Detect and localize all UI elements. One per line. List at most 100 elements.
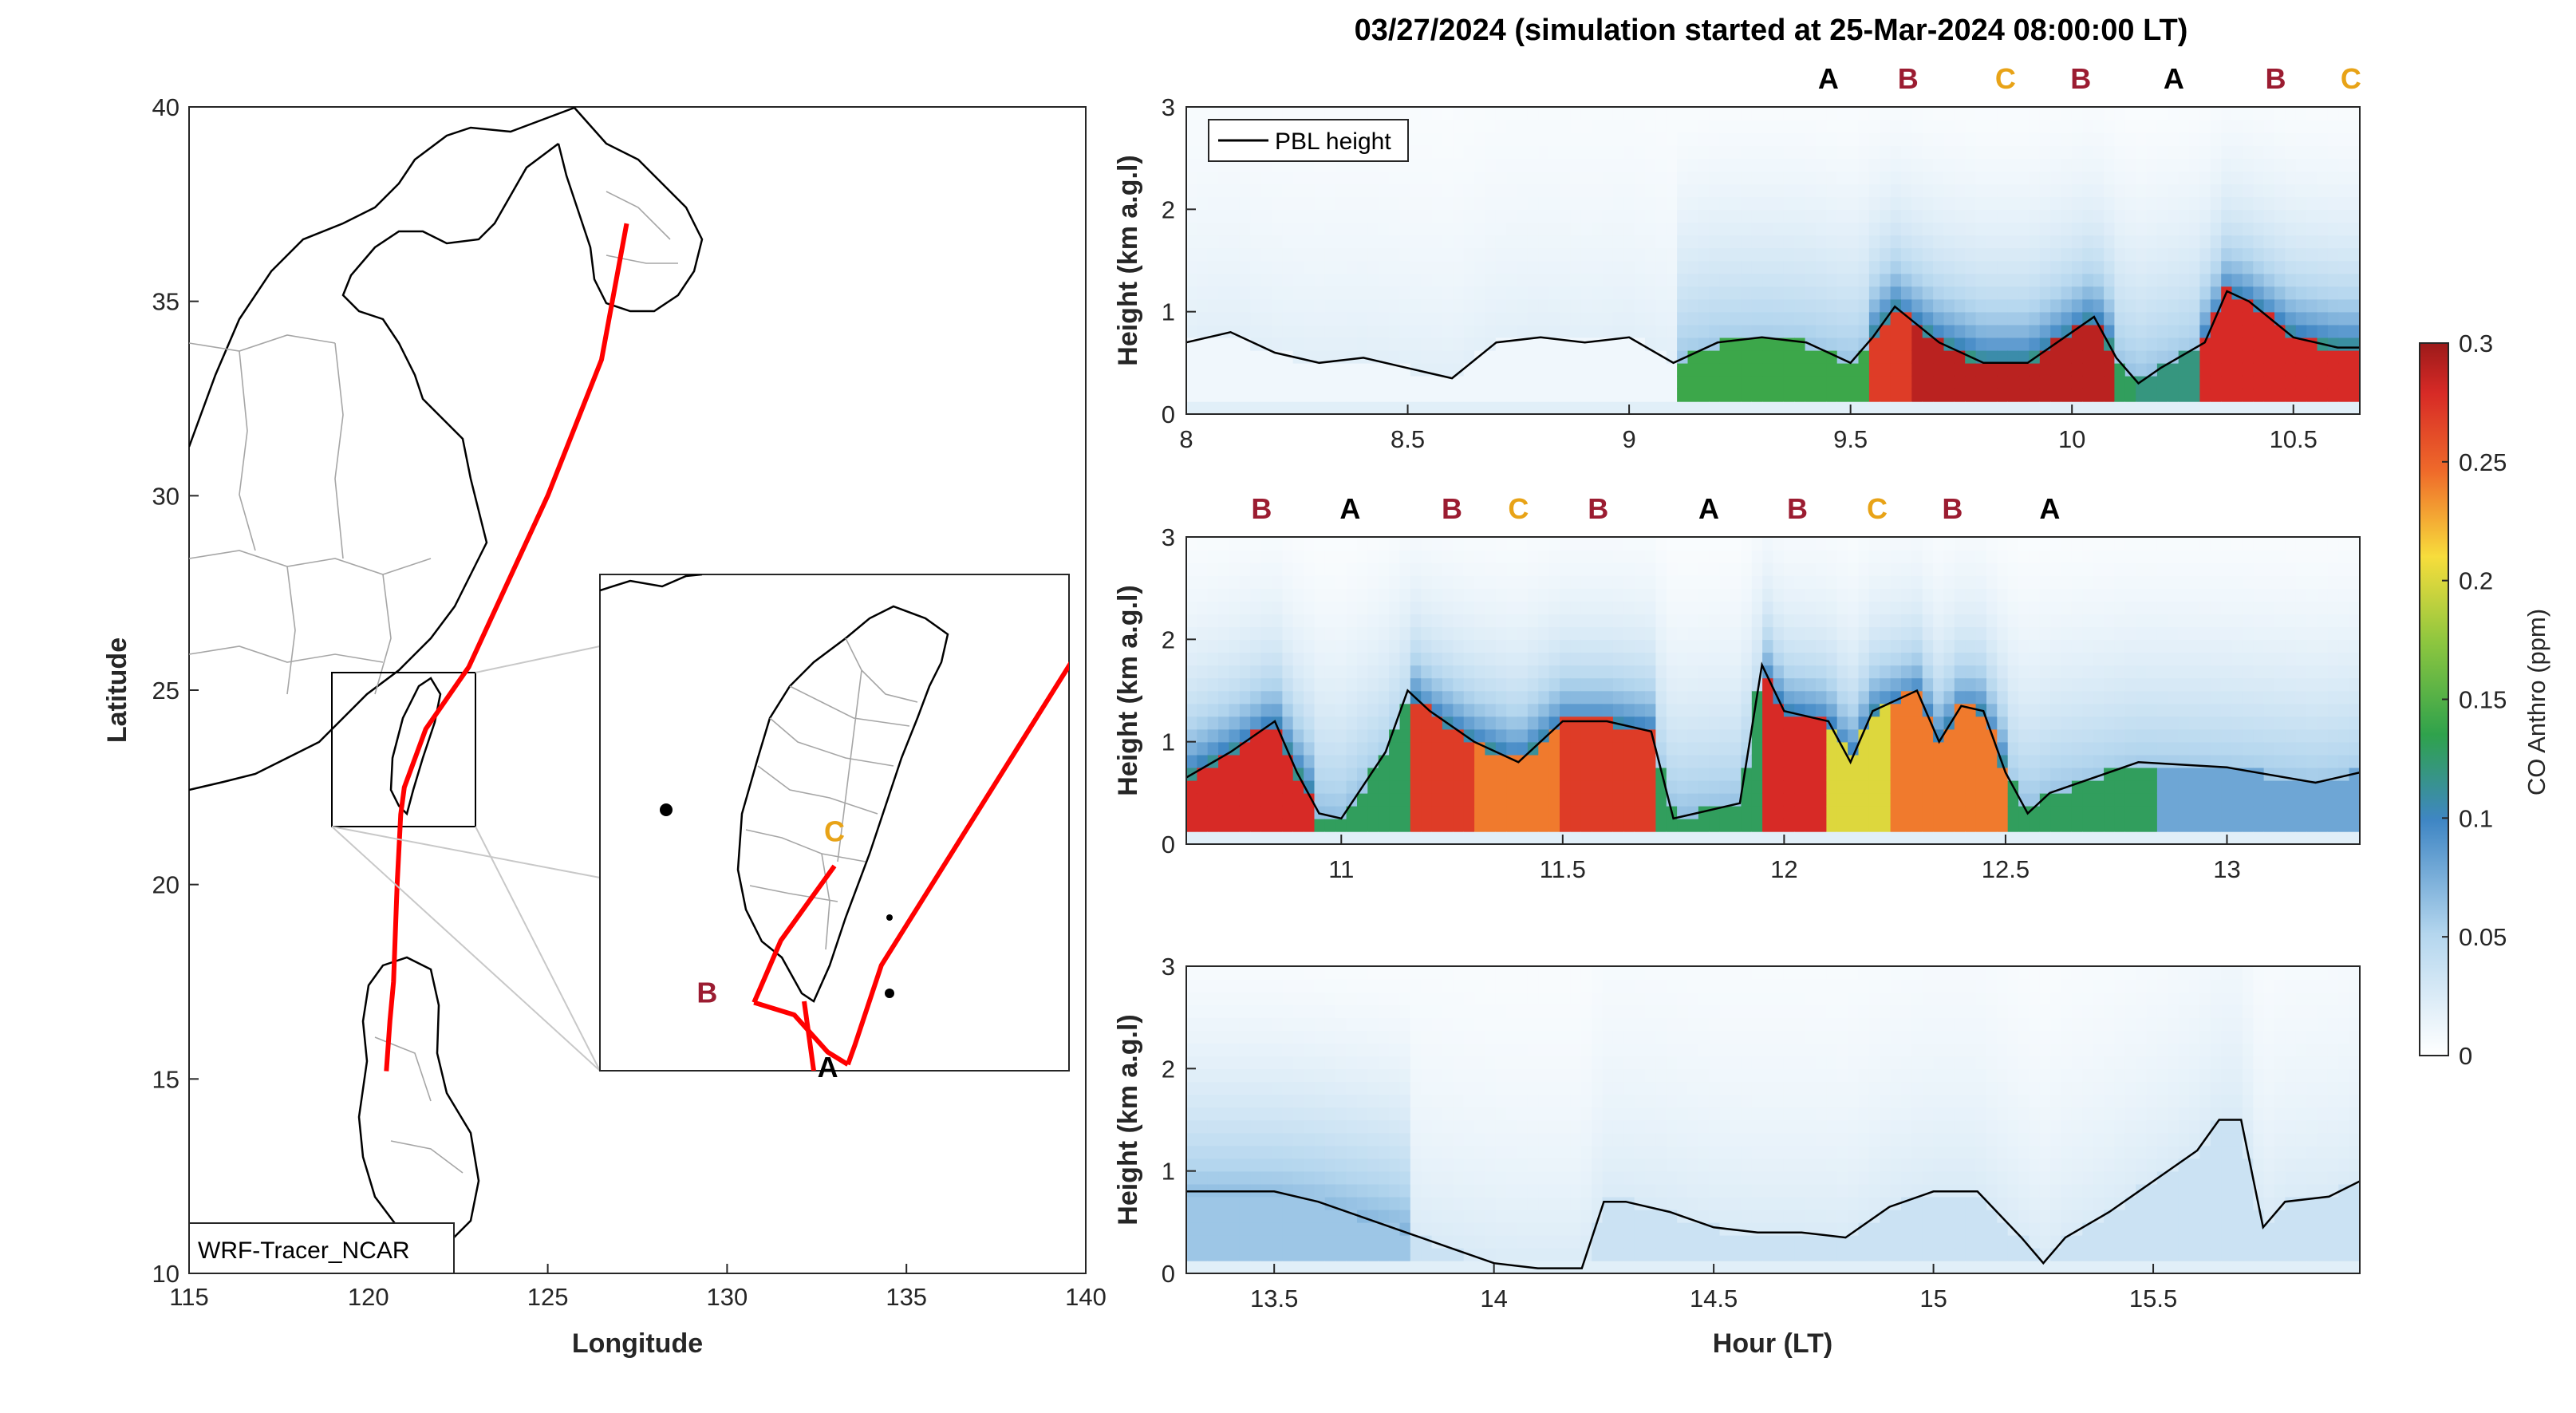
co-field-cell <box>1410 780 1422 794</box>
co-field-cell <box>1485 401 1497 414</box>
co-field-cell <box>2104 222 2116 236</box>
co-field-cell <box>1335 260 1347 274</box>
co-field-cell <box>1922 260 1934 274</box>
co-field-cell <box>1858 652 1870 666</box>
co-field-cell <box>1986 324 1998 338</box>
co-field-cell <box>1367 780 1379 794</box>
co-field-cell <box>2114 716 2126 730</box>
co-field-cell <box>1527 703 1540 717</box>
co-field-cell <box>1229 792 1241 807</box>
co-field-cell <box>1730 311 1742 326</box>
co-field-cell <box>1794 273 1806 287</box>
co-field-cell <box>1357 575 1369 589</box>
co-field-cell <box>1677 132 1689 146</box>
co-field-cell <box>2039 550 2051 563</box>
co-field-cell <box>2104 247 2116 262</box>
co-field-cell <box>1645 171 1657 184</box>
co-field-cell <box>1751 716 1763 730</box>
co-field-cell <box>1848 120 1860 133</box>
co-field-cell <box>2146 132 2158 146</box>
co-field-cell <box>2168 818 2180 832</box>
co-field-cell <box>1229 349 1241 364</box>
co-field-cell <box>2242 260 2254 274</box>
co-field-cell <box>1239 767 1252 781</box>
co-field-cell <box>1816 652 1828 666</box>
co-field-cell <box>1773 601 1785 614</box>
co-field-cell <box>1324 588 1336 602</box>
co-field-cell <box>1816 767 1828 781</box>
co-field-cell <box>1463 703 1475 717</box>
co-field-cell <box>1719 716 1731 730</box>
co-field-cell <box>2168 652 2180 666</box>
co-field-cell <box>2146 222 2158 236</box>
co-field-cell <box>2156 337 2169 351</box>
co-field-cell <box>1560 273 1572 287</box>
co-field-cell <box>1560 614 1572 628</box>
co-field-cell <box>2029 754 2041 768</box>
co-field-cell <box>1922 805 1934 819</box>
co-field-cell <box>1517 362 1529 377</box>
co-field-cell <box>1858 196 1870 211</box>
co-field-cell <box>1911 145 1923 159</box>
co-field-cell <box>1592 614 1604 628</box>
co-field-cell <box>1655 324 1667 338</box>
co-field-cell <box>1517 767 1529 781</box>
co-field-cell <box>1292 184 1304 198</box>
co-field-cell <box>1431 626 1443 641</box>
co-field-cell <box>2327 222 2340 236</box>
co-field-cell <box>1580 601 1592 614</box>
co-field-cell <box>1314 550 1326 563</box>
co-field-cell <box>2071 614 2084 628</box>
co-field-cell <box>2136 401 2148 414</box>
co-field-cell <box>1421 601 1433 614</box>
co-field-cell <box>1666 601 1678 614</box>
co-field-cell <box>1922 562 1934 576</box>
co-field-cell <box>1698 818 1710 832</box>
co-field-cell <box>1602 260 1614 274</box>
co-field-cell <box>1954 716 1966 730</box>
co-field-cell <box>2274 311 2286 326</box>
co-field-cell <box>2285 196 2297 211</box>
co-field-cell <box>2146 550 2158 563</box>
co-field-cell <box>1975 665 1987 679</box>
co-field-cell <box>1612 311 1625 326</box>
co-field-cell <box>2114 184 2126 198</box>
co-field-cell <box>1762 349 1774 364</box>
co-field-cell <box>1292 260 1304 274</box>
co-field-cell <box>1933 184 1945 198</box>
co-field-cell <box>1901 184 1913 198</box>
co-field-cell <box>1570 741 1582 756</box>
height-tick-label: 3 <box>1162 93 1175 121</box>
co-field-cell <box>1592 401 1604 414</box>
co-field-cell <box>1816 614 1828 628</box>
co-field-cell <box>1580 728 1592 743</box>
co-field-cell <box>1901 388 1913 402</box>
co-field-cell <box>1389 375 1401 389</box>
co-field-cell <box>1943 260 1955 274</box>
co-field-cell <box>2136 171 2148 184</box>
co-field-cell <box>2082 575 2094 589</box>
co-field-cell <box>2295 273 2307 287</box>
co-field-cell <box>2136 273 2148 287</box>
co-field-cell <box>1698 362 1710 377</box>
co-field-cell <box>1186 196 1198 211</box>
co-field-cell <box>1943 120 1955 133</box>
co-field-cell <box>1485 209 1497 223</box>
co-field-cell <box>1986 690 1998 705</box>
co-field-cell <box>2039 652 2051 666</box>
hour-tick-label: 9 <box>1622 425 1635 453</box>
co-field-cell <box>1773 362 1785 377</box>
co-field-cell <box>2029 184 2041 198</box>
co-field-cell <box>1207 575 1219 589</box>
co-field-cell <box>1592 677 1604 692</box>
co-field-cell <box>1794 614 1806 628</box>
co-field-cell <box>1751 754 1763 768</box>
co-field-cell <box>2327 260 2340 274</box>
co-field-cell <box>1975 171 1987 184</box>
co-field-cell <box>1197 158 1209 172</box>
co-field-cell <box>1378 235 1390 249</box>
co-field-cell <box>1751 132 1763 146</box>
co-field-cell <box>2039 716 2051 730</box>
co-field-cell <box>2018 375 2030 389</box>
co-field-cell <box>1485 298 1497 313</box>
